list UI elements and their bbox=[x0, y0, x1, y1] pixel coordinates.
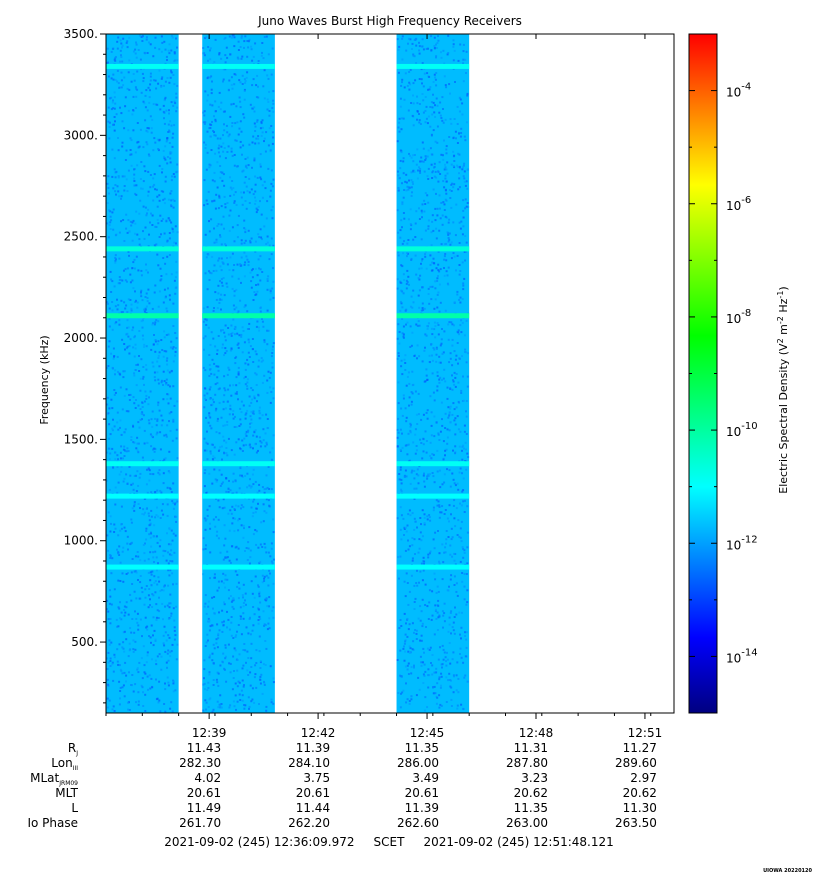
ephemeris-value: 11.30 bbox=[623, 801, 657, 815]
ephemeris-value: 263.50 bbox=[615, 816, 657, 830]
emission-line bbox=[202, 63, 275, 69]
ephemeris-value: 284.10 bbox=[288, 756, 330, 770]
ephemeris-value: 20.62 bbox=[623, 786, 657, 800]
colorbar-tick-label: 10-14 bbox=[726, 647, 758, 665]
ephemeris-row-label: MLatJRM09 bbox=[30, 771, 78, 787]
ephemeris-row-label: Io Phase bbox=[27, 816, 78, 830]
emission-line bbox=[396, 246, 470, 252]
ephemeris-value: 4.02 bbox=[194, 771, 221, 785]
emission-line bbox=[106, 564, 179, 570]
colorbar-tick-label: 10-10 bbox=[726, 421, 758, 439]
colorbar-tick-label: 10-6 bbox=[726, 195, 751, 213]
x-tick-label: 12:42 bbox=[301, 726, 336, 740]
spectrogram-plot-area bbox=[105, 33, 675, 714]
ephemeris-value: 282.30 bbox=[179, 756, 221, 770]
colorbar-gradient bbox=[688, 33, 718, 714]
y-tick-label: 3500. bbox=[64, 27, 98, 41]
y-tick-label: 2000. bbox=[64, 331, 98, 345]
emission-line bbox=[396, 564, 470, 570]
ephemeris-value: 261.70 bbox=[179, 816, 221, 830]
chart-title: Juno Waves Burst High Frequency Receiver… bbox=[257, 14, 522, 28]
y-tick-label: 3000. bbox=[64, 128, 98, 142]
ephemeris-value: 262.20 bbox=[288, 816, 330, 830]
emission-line bbox=[106, 313, 179, 319]
ephemeris-value: 286.00 bbox=[397, 756, 439, 770]
ephemeris-value: 11.39 bbox=[296, 741, 330, 755]
colorbar-tick-label: 10-4 bbox=[726, 82, 751, 100]
ephemeris-value: 20.62 bbox=[514, 786, 548, 800]
x-tick-label: 12:39 bbox=[192, 726, 227, 740]
colorbar bbox=[688, 33, 718, 714]
emission-line bbox=[396, 461, 470, 467]
colorbar-ticks: 10-4 10-6 10-8 10-10 10-12 10-14 bbox=[689, 33, 758, 714]
x-tick-label: 12:51 bbox=[628, 726, 663, 740]
ephemeris-value: 3.23 bbox=[521, 771, 548, 785]
ephemeris-table: 11.43 11.39 11.35 11.31 11.27 282.30 284.10 286… bbox=[179, 741, 657, 830]
y-axis: 500. 1000. 1500. 2000. 2500. 3000. 3500. bbox=[64, 27, 106, 704]
emission-line bbox=[202, 564, 275, 570]
ephemeris-value: 11.49 bbox=[187, 801, 221, 815]
credit-stamp: UIOWA 20220120 bbox=[763, 868, 812, 874]
colorbar-label: Electric Spectral Density (V2 m-2 Hz-1) bbox=[776, 286, 790, 493]
ephemeris-value: 11.43 bbox=[187, 741, 221, 755]
emission-line bbox=[106, 246, 179, 252]
ephemeris-row-label: RJ bbox=[68, 741, 78, 757]
y-axis-label: Frequency (kHz) bbox=[38, 335, 51, 424]
y-tick-label: 2500. bbox=[64, 230, 98, 244]
ephemeris-row-label: LonIII bbox=[51, 756, 78, 772]
emission-line bbox=[202, 313, 275, 319]
colorbar-tick-label: 10-8 bbox=[726, 308, 751, 326]
ephemeris-value: 3.49 bbox=[412, 771, 439, 785]
emission-line bbox=[106, 493, 179, 499]
spectrogram-segment bbox=[202, 34, 275, 713]
y-tick-label: 1000. bbox=[64, 534, 98, 548]
ephemeris-value: 11.35 bbox=[405, 741, 439, 755]
spectrogram-segment bbox=[396, 34, 470, 713]
ephemeris-value: 11.27 bbox=[623, 741, 657, 755]
time-range: 2021-09-02 (245) 12:36:09.972 SCET 2021-… bbox=[164, 835, 614, 849]
colorbar-tick-label: 10-12 bbox=[726, 534, 758, 552]
emission-line bbox=[106, 461, 179, 467]
emission-line bbox=[106, 63, 179, 69]
ephemeris-value: 20.61 bbox=[405, 786, 439, 800]
ephemeris-value: 262.60 bbox=[397, 816, 439, 830]
ephemeris-row-label: L bbox=[71, 801, 78, 815]
y-tick-label: 500. bbox=[71, 635, 98, 649]
x-tick-label: 12:48 bbox=[519, 726, 554, 740]
emission-line bbox=[202, 246, 275, 252]
emission-line bbox=[396, 313, 470, 319]
emission-line bbox=[202, 461, 275, 467]
ephemeris-row-label: MLT bbox=[55, 786, 78, 800]
ephemeris-value: 11.35 bbox=[514, 801, 548, 815]
ephemeris-value: 20.61 bbox=[187, 786, 221, 800]
ephemeris-value: 11.44 bbox=[296, 801, 330, 815]
x-tick-label: 12:45 bbox=[410, 726, 445, 740]
ephemeris-value: 11.31 bbox=[514, 741, 548, 755]
spectrogram-segment bbox=[106, 34, 179, 713]
emission-line bbox=[396, 63, 470, 69]
x-axis: 12:39 12:42 12:45 12:48 12:51 bbox=[105, 34, 663, 740]
ephemeris-value: 263.00 bbox=[506, 816, 548, 830]
ephemeris-value: 20.61 bbox=[296, 786, 330, 800]
ephemeris-value: 287.80 bbox=[506, 756, 548, 770]
ephemeris-value: 2.97 bbox=[630, 771, 657, 785]
emission-line bbox=[396, 493, 470, 499]
ephemeris-value: 289.60 bbox=[615, 756, 657, 770]
emission-line bbox=[202, 493, 275, 499]
ephemeris-value: 11.39 bbox=[405, 801, 439, 815]
ephemeris-value: 3.75 bbox=[303, 771, 330, 785]
y-tick-label: 1500. bbox=[64, 432, 98, 446]
